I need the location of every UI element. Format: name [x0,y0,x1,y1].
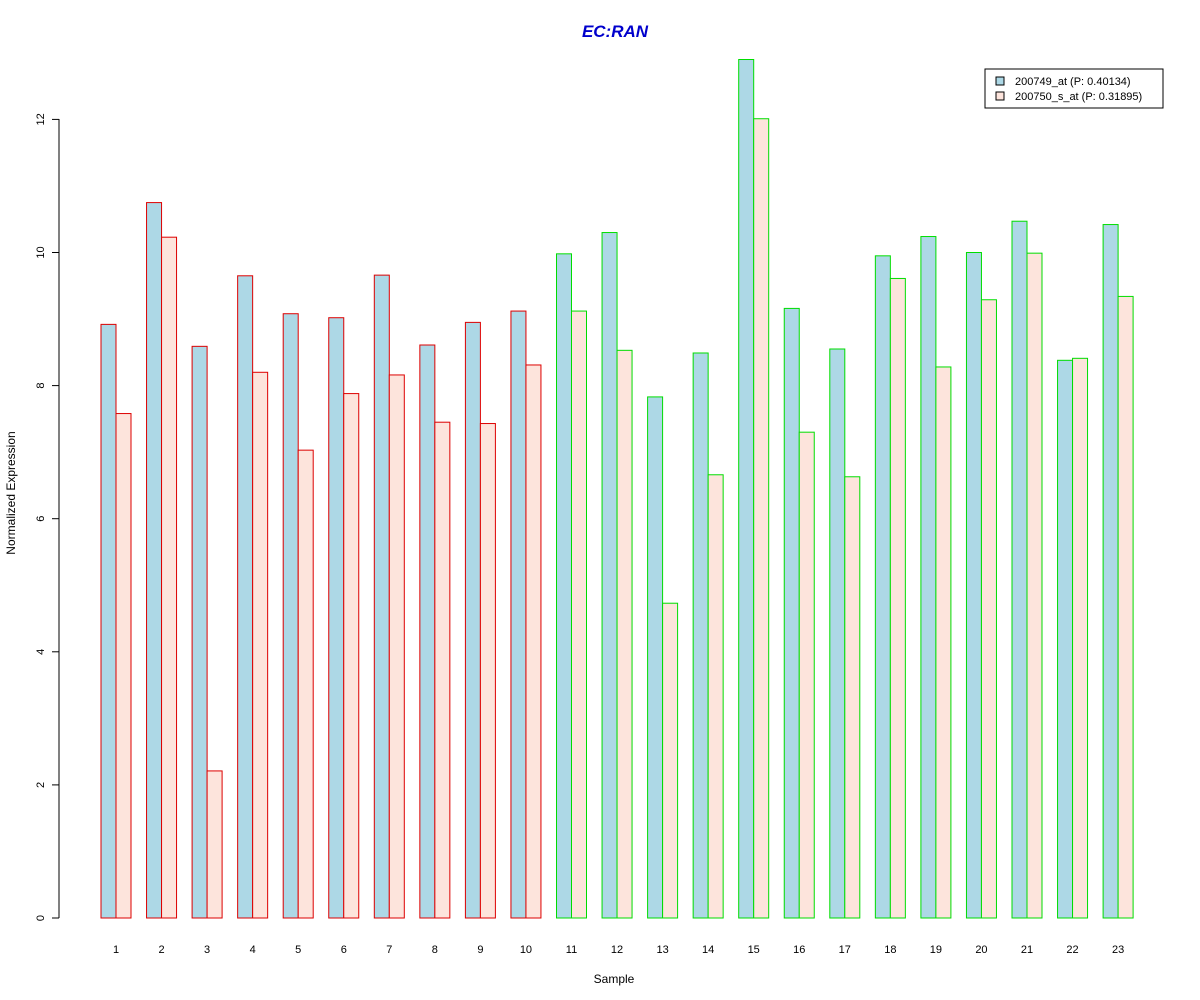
x-tick-label: 12 [611,944,623,956]
x-tick-label: 18 [884,944,896,956]
bar-sample-5-series-2 [297,449,314,919]
x-tick-label: 1 [113,944,119,956]
legend-swatch-series-1 [995,76,1005,86]
legend-swatch-series-2 [995,91,1005,101]
x-tick-label: 13 [656,944,668,956]
x-tick-label: 4 [250,944,256,956]
x-axis-label: Sample [594,972,635,986]
legend: 200749_at (P: 0.40134) 200750_s_at (P: 0… [984,68,1164,109]
y-tick-label: 2 [35,782,47,788]
bar-sample-21-series-2 [1026,252,1043,919]
x-tick-label: 9 [477,944,483,956]
y-tick-label: 6 [35,516,47,522]
x-tick-label: 6 [341,944,347,956]
bar-sample-2-series-1 [146,202,163,919]
bar-sample-12-series-1 [601,232,618,919]
bar-sample-6-series-1 [328,317,345,919]
y-axis: 0 2 4 6 8 10 12 [35,113,60,921]
y-tick-label: 12 [35,113,47,125]
bar-sample-4-series-1 [237,275,254,919]
x-tick-labels: 1 2 3 4 5 6 7 8 9 10 11 12 13 14 15 16 17 18 19 20 21 22 23 [113,944,1124,956]
bar-sample-1-series-2 [115,413,132,919]
bar-sample-12-series-2 [616,349,633,919]
y-tick-label: 0 [35,915,47,921]
bar-sample-6-series-2 [343,393,360,919]
legend-label-series-2: 200750_s_at (P: 0.31895) [1015,91,1142,103]
x-tick-label: 16 [793,944,805,956]
bar-sample-3-series-2 [206,770,223,919]
x-tick-label: 14 [702,944,714,956]
bar-sample-3-series-1 [191,345,208,919]
y-axis-label: Normalized Expression [4,431,18,554]
bars-group [100,59,1134,919]
bar-sample-13-series-1 [647,396,664,919]
x-tick-label: 5 [295,944,301,956]
x-tick-label: 19 [930,944,942,956]
bar-sample-5-series-1 [282,313,299,919]
bar-sample-7-series-2 [388,374,405,919]
legend-box [984,68,1164,109]
bar-sample-15-series-1 [738,59,755,919]
bar-sample-9-series-1 [464,321,481,919]
x-tick-label: 2 [158,944,164,956]
bar-sample-23-series-1 [1102,224,1119,919]
bar-sample-22-series-2 [1072,357,1089,919]
x-tick-label: 3 [204,944,210,956]
bar-sample-20-series-2 [980,299,997,919]
x-tick-label: 8 [432,944,438,956]
bar-sample-14-series-1 [692,352,709,919]
bar-sample-20-series-1 [965,252,982,919]
y-tick-label: 8 [35,383,47,389]
bar-sample-18-series-1 [874,255,891,919]
x-tick-label: 22 [1066,944,1078,956]
bar-sample-17-series-1 [829,348,846,919]
bar-sample-2-series-2 [161,236,178,919]
bar-sample-22-series-1 [1057,359,1074,919]
x-tick-label: 17 [839,944,851,956]
bar-sample-17-series-2 [844,476,861,919]
bar-sample-8-series-2 [434,421,451,919]
bar-sample-10-series-1 [510,310,527,919]
legend-label-series-1: 200749_at (P: 0.40134) [1015,76,1131,88]
bar-sample-16-series-1 [783,307,800,919]
chart-title: EC:RAN [582,22,649,41]
x-tick-label: 7 [386,944,392,956]
bar-sample-16-series-2 [798,431,815,919]
x-tick-label: 23 [1112,944,1124,956]
x-tick-label: 20 [975,944,987,956]
x-tick-label: 21 [1021,944,1033,956]
bar-sample-23-series-2 [1117,295,1134,919]
bar-sample-4-series-2 [252,371,269,919]
bar-sample-1-series-1 [100,323,117,919]
bar-sample-7-series-1 [373,274,390,919]
bar-sample-8-series-1 [419,344,436,919]
bar-sample-14-series-2 [707,474,724,919]
bar-sample-11-series-1 [556,253,572,919]
y-tick-label: 10 [35,246,47,258]
bar-sample-11-series-2 [571,310,587,919]
x-tick-label: 10 [520,944,532,956]
bar-sample-18-series-2 [889,277,906,919]
bar-sample-21-series-1 [1011,220,1028,919]
bar-sample-9-series-2 [479,423,496,919]
bar-sample-13-series-2 [662,602,679,919]
bar-sample-19-series-2 [935,366,952,919]
bar-sample-10-series-2 [525,364,542,919]
y-tick-label: 4 [35,649,47,655]
x-tick-label: 15 [748,944,760,956]
bar-sample-19-series-1 [920,236,937,919]
bar-sample-15-series-2 [753,118,770,919]
x-tick-label: 11 [566,944,577,956]
